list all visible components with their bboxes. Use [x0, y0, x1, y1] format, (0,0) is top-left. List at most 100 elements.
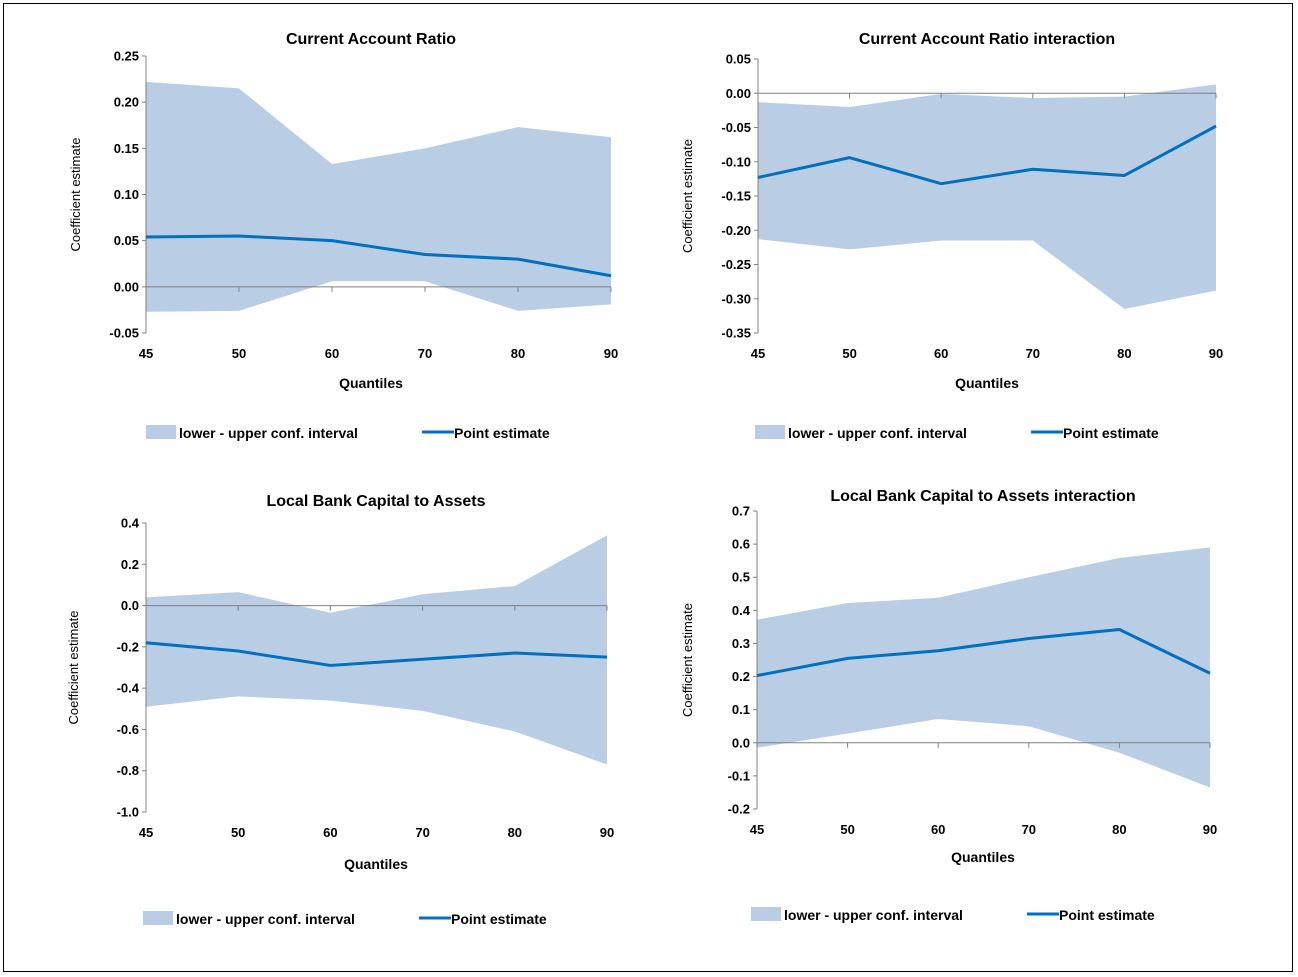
chart-title: Current Account Ratio interaction	[859, 31, 1115, 48]
point-estimate-line	[757, 124, 1217, 186]
x-tick-label: 45	[750, 822, 764, 837]
chart-panel-3: 0.4 0.2 0.0 -0.2 -0.4 -0.6 -0.8 -1.045 50 60 70 80 9…	[66, 493, 614, 927]
x-tick-label: 45	[139, 825, 153, 840]
x-tick-label: 50	[842, 346, 856, 361]
confidence-band	[146, 535, 607, 765]
chart-title: Current Account Ratio	[286, 31, 456, 48]
x-axis-label: Quantiles	[344, 856, 408, 872]
y-tick-label: -0.10	[721, 154, 751, 169]
y-axis-label: Coefficient estimate	[680, 139, 695, 253]
y-tick-label: 0.0	[732, 735, 750, 750]
x-tick-label: 60	[323, 825, 337, 840]
y-tick-label: 0.05	[726, 52, 751, 67]
y-tick-label: 0.25	[114, 49, 139, 64]
x-tick-label: 60	[931, 822, 945, 837]
figure-frame	[3, 3, 1293, 972]
x-tick-label: 70	[415, 825, 429, 840]
x-tick-label: 70	[1026, 346, 1040, 361]
x-tick-label: 90	[600, 825, 614, 840]
confidence-band	[757, 547, 1210, 788]
y-tick-label: 0.7	[732, 504, 750, 519]
legend-label-line: Point estimate	[1059, 907, 1155, 923]
y-tick-label: 0.4	[121, 516, 140, 531]
y-tick-label: -0.25	[721, 257, 751, 272]
x-tick-label: 60	[934, 346, 948, 361]
x-tick-label: 70	[418, 346, 432, 361]
y-tick-label: -0.2	[117, 639, 139, 654]
y-tick-label: 0.00	[726, 86, 751, 101]
y-tick-label: 0.5	[732, 570, 750, 585]
legend: lower - upper conf. interval Point estima…	[143, 911, 547, 927]
confidence-band	[758, 84, 1216, 310]
legend-label-band: lower - upper conf. interval	[176, 911, 355, 927]
y-tick-label: -0.30	[721, 291, 751, 306]
y-tick-label: 0.00	[114, 279, 139, 294]
x-axis-label: Quantiles	[951, 849, 1015, 865]
x-tick-label: 70	[1022, 822, 1036, 837]
x-tick-label: 45	[139, 346, 153, 361]
legend-swatch-band	[146, 425, 176, 439]
y-axis-label: Coefficient estimate	[66, 611, 81, 725]
x-tick-label: 50	[231, 825, 245, 840]
x-tick-label: 45	[751, 346, 765, 361]
y-tick-label: 0.1	[732, 702, 750, 717]
x-tick-label: 90	[1203, 822, 1217, 837]
y-tick-label: -0.20	[721, 223, 751, 238]
x-tick-label: 90	[604, 346, 618, 361]
y-tick-label: 0.2	[732, 669, 750, 684]
point-estimate-line	[145, 641, 608, 667]
y-axis-label: Coefficient estimate	[68, 138, 83, 252]
legend-label-line: Point estimate	[1063, 425, 1159, 441]
y-axis-label: Coefficient estimate	[680, 603, 695, 717]
legend-swatch-band	[143, 911, 173, 925]
chart-title: Local Bank Capital to Assets	[266, 493, 485, 510]
y-tick-label: -0.05	[109, 326, 139, 341]
x-axis-label: Quantiles	[955, 375, 1019, 391]
y-tick-label: -0.6	[117, 722, 139, 737]
y-tick-label: -0.15	[721, 189, 751, 204]
y-tick-label: 0.2	[121, 557, 139, 572]
legend-label-line: Point estimate	[451, 911, 547, 927]
x-tick-label: 80	[508, 825, 522, 840]
legend-label-line: Point estimate	[454, 425, 550, 441]
y-tick-label: 0.20	[114, 95, 139, 110]
y-tick-label: -0.35	[721, 326, 751, 341]
y-tick-label: 0.0	[121, 598, 139, 613]
legend: lower - upper conf. interval Point estima…	[755, 425, 1159, 441]
legend-label-band: lower - upper conf. interval	[179, 425, 358, 441]
confidence-band	[146, 81, 611, 312]
legend-label-band: lower - upper conf. interval	[788, 425, 967, 441]
point-estimate-line	[756, 628, 1211, 678]
y-tick-label: -0.2	[728, 802, 750, 817]
chart-panel-4: 0.7 0.6 0.5 0.4 0.3 0.2 0.1 0.0 -0.1 -0.245 50 60 70…	[680, 488, 1217, 923]
y-tick-label: -0.4	[117, 681, 140, 696]
x-tick-label: 80	[511, 346, 525, 361]
x-tick-label: 90	[1209, 346, 1223, 361]
y-tick-label: 0.05	[114, 233, 139, 248]
y-tick-label: -0.8	[117, 763, 139, 778]
legend: lower - upper conf. interval Point estima…	[146, 425, 550, 441]
x-tick-label: 50	[840, 822, 854, 837]
legend: lower - upper conf. interval Point estima…	[751, 907, 1155, 923]
legend-swatch-band	[751, 907, 781, 921]
y-tick-label: 0.4	[732, 603, 751, 618]
chart-title: Local Bank Capital to Assets interaction	[830, 488, 1135, 505]
x-tick-label: 50	[232, 346, 246, 361]
y-tick-label: 0.6	[732, 537, 750, 552]
y-tick-label: -0.05	[721, 120, 751, 135]
y-tick-label: -1.0	[117, 805, 139, 820]
legend-swatch-band	[755, 425, 785, 439]
x-tick-label: 80	[1117, 346, 1131, 361]
y-tick-label: 0.3	[732, 636, 750, 651]
x-tick-label: 60	[325, 346, 339, 361]
y-tick-label: -0.1	[728, 768, 750, 783]
point-estimate-line	[145, 234, 612, 278]
x-tick-label: 80	[1112, 822, 1126, 837]
chart-panel-2: 0.05 0.00 -0.05 -0.10 -0.15 -0.20 -0.25 -0.30 -0…	[680, 31, 1223, 441]
y-tick-label: 0.10	[114, 187, 139, 202]
legend-label-band: lower - upper conf. interval	[784, 907, 963, 923]
x-axis-label: Quantiles	[339, 375, 403, 391]
y-tick-label: 0.15	[114, 141, 139, 156]
